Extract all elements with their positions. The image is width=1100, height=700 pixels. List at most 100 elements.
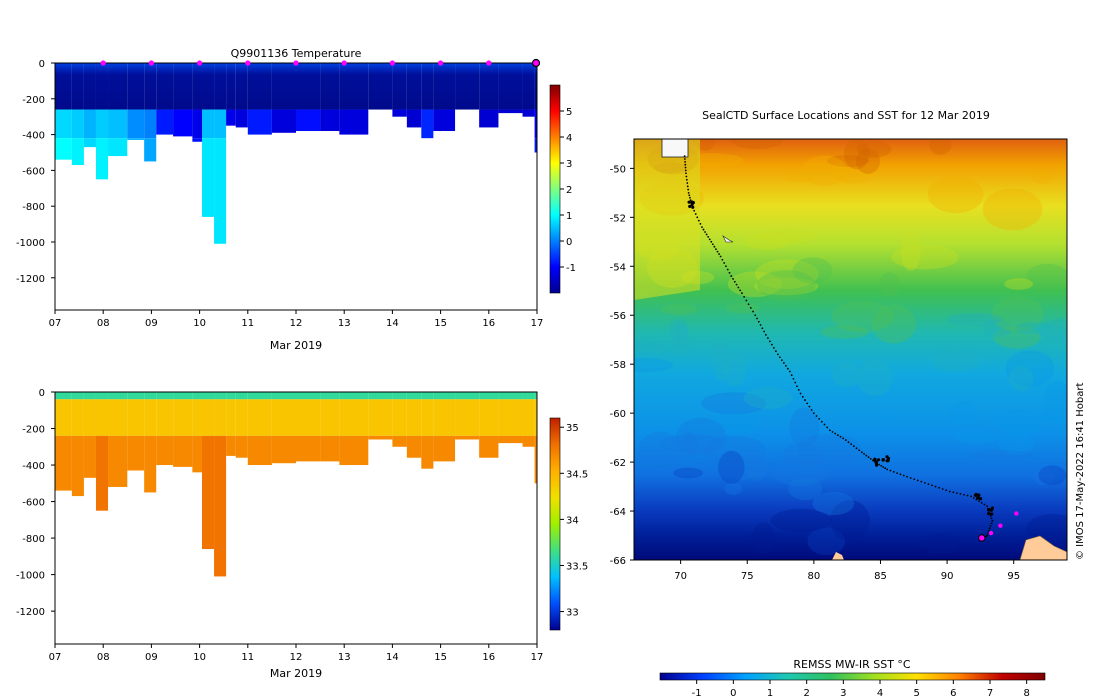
sal-profile-deep: [339, 435, 369, 466]
track-point: [715, 248, 717, 251]
warm-tongue: [634, 139, 700, 300]
y-tick-label: -56: [610, 311, 626, 322]
track-point: [989, 515, 992, 517]
sal-profile-surface: [226, 392, 236, 400]
sst-map-panel: SealCTD Surface Locations and SST for 12…: [610, 109, 1086, 699]
track-cluster-point: [881, 458, 885, 462]
track-point: [880, 464, 883, 467]
track-point: [687, 191, 690, 194]
track-point: [684, 163, 687, 166]
track-point: [923, 481, 926, 484]
sal-profile-surface: [55, 392, 72, 400]
y-tick-label: -1000: [16, 571, 45, 582]
x-tick-label: 80: [807, 571, 820, 582]
cb-tick-label: -1: [692, 688, 702, 699]
recent-location: [1014, 511, 1019, 516]
imos-watermark: © IMOS 17-May-2022 16:41 Hobart: [1075, 383, 1086, 560]
recent-location: [988, 530, 994, 536]
sst-colorbar-ticks: -1 0 1 2 3 4 5 6 7 8: [692, 680, 1030, 699]
cb-tick-label: 1: [566, 211, 572, 222]
cb-tick-label: 33.5: [566, 561, 588, 572]
temp-profile-bar: [392, 63, 407, 110]
profile-marker: [438, 60, 444, 66]
temp-profile-bar: [226, 63, 236, 110]
track-point: [808, 405, 811, 408]
temp-profile-bar: [71, 63, 84, 110]
sal-profile-deep: [226, 435, 236, 456]
temp-profile-deep: [55, 138, 72, 160]
sst-patch: [1039, 318, 1067, 344]
sal-profile-surface: [320, 392, 340, 400]
sal-profile-mid: [498, 399, 523, 436]
sal-profile-surface: [534, 392, 537, 400]
track-point: [718, 253, 720, 255]
temp-profile-bar: [421, 63, 434, 110]
track-point: [705, 233, 708, 236]
sal-profile-deep: [95, 435, 109, 511]
sal-profile-surface: [368, 392, 393, 400]
sal-profile-surface: [271, 392, 296, 400]
sst-patch: [672, 323, 690, 358]
sst-patch: [747, 454, 768, 481]
temp-profile-mid: [247, 109, 272, 135]
sst-patch: [982, 188, 1043, 231]
sal-profile-mid: [95, 399, 109, 436]
x-tick-label: 09: [145, 318, 158, 329]
y-tick-label: -50: [610, 164, 626, 175]
salinity-colorbar-ticks: 35 34.5 34 33.5 33: [560, 423, 588, 619]
y-tick-label: -200: [22, 95, 45, 106]
track-point: [770, 343, 773, 346]
track-point: [757, 320, 760, 323]
temp-profile-mid: [296, 109, 321, 132]
profile-markers: [100, 58, 541, 68]
y-tick-label: -1000: [16, 238, 45, 249]
sst-patch: [703, 435, 767, 466]
temp-profile-bar: [433, 63, 456, 110]
temperature-y-ticks: 0 -200 -400 -600 -800 -1000 -1200: [16, 59, 55, 285]
y-tick-label: -64: [610, 507, 626, 518]
sal-profile-deep: [156, 435, 174, 466]
sal-profile-mid: [235, 399, 248, 436]
cb-tick-label: 1: [767, 688, 773, 699]
track-point: [839, 435, 842, 438]
sal-profile-mid: [271, 399, 296, 436]
temp-profile-mid: [522, 109, 535, 117]
track-point: [806, 402, 809, 405]
track-cluster-point: [886, 459, 890, 463]
track-cluster-point: [987, 508, 991, 512]
temp-profile-bar: [108, 63, 128, 110]
sal-profile-surface: [421, 392, 434, 400]
track-point: [766, 337, 769, 339]
track-point: [972, 497, 975, 499]
sal-profile-deep: [173, 435, 193, 467]
track-point: [844, 439, 847, 441]
temp-profile-bar: [127, 63, 145, 110]
sst-patch: [673, 467, 704, 479]
sst-patch: [952, 429, 1000, 445]
y-tick-label: 0: [39, 388, 45, 399]
track-cluster-point: [977, 493, 981, 497]
track-point: [702, 228, 705, 231]
cb-tick-label: 3: [840, 688, 846, 699]
track-point: [730, 275, 733, 277]
sal-profile-surface: [95, 392, 109, 400]
temp-profile-mid: [127, 109, 145, 139]
sal-profile-deep: [235, 435, 248, 458]
sst-patch: [924, 533, 958, 555]
x-tick-label: 70: [674, 571, 687, 582]
y-tick-label: -54: [610, 262, 626, 273]
y-tick-label: -400: [22, 131, 45, 142]
track-point: [804, 399, 806, 401]
sal-profile-mid: [534, 399, 537, 436]
track-point: [741, 292, 743, 295]
track-point: [931, 484, 933, 487]
track-point: [860, 451, 863, 454]
track-point: [828, 429, 831, 432]
temp-profile-mid: [479, 109, 499, 128]
sal-profile-surface: [156, 392, 174, 400]
track-point: [699, 222, 702, 225]
temperature-colorbar: [549, 84, 561, 294]
track-cluster-point: [687, 200, 691, 204]
sal-profile-surface: [192, 392, 203, 400]
